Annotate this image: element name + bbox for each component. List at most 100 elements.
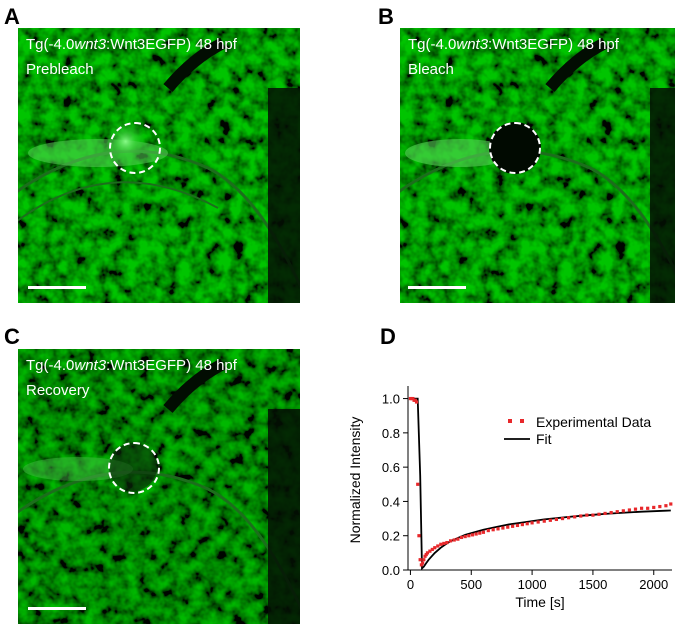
y-tick-label: 0.0 xyxy=(382,563,400,578)
y-tick-label: 0.2 xyxy=(382,529,400,544)
x-tick-label: 2000 xyxy=(639,577,668,592)
x-tick-label: 0 xyxy=(407,577,414,592)
experimental-data-point xyxy=(566,516,571,520)
experimental-data-point xyxy=(536,520,540,524)
experimental-data-point xyxy=(621,509,625,513)
experimental-data-point xyxy=(481,530,486,534)
panel-a-caption: Tg(-4.0wnt3:Wnt3EGFP) 48 hpf xyxy=(26,36,237,53)
experimental-data-point xyxy=(609,510,613,515)
experimental-data-point xyxy=(591,513,595,517)
legend-marker-experimental xyxy=(520,419,524,423)
panel-c-caption: Tg(-4.0wnt3:Wnt3EGFP) 48 hpf xyxy=(26,357,237,374)
panel-c-state-label: Recovery xyxy=(26,382,90,399)
experimental-data-point xyxy=(425,551,430,555)
experimental-data-point xyxy=(525,522,529,526)
experimental-data-point xyxy=(560,516,565,521)
frap-recovery-chart: 0.0 0.2 0.4 0.6 0.8 1.0 0 500 1000 1500 2000 Time [… xyxy=(340,378,675,627)
experimental-data-point xyxy=(418,558,422,562)
experimental-data-point xyxy=(414,400,419,404)
panel-letter-b: B xyxy=(378,4,394,29)
experimental-data-point xyxy=(459,535,464,540)
experimental-data-point xyxy=(478,531,482,535)
experimental-data-point xyxy=(419,563,423,567)
panel-b-caption: Tg(-4.0wnt3:Wnt3EGFP) 48 hpf xyxy=(408,36,619,53)
panel-letter-d: D xyxy=(380,324,396,349)
experimental-data-point xyxy=(436,544,440,548)
bleach-roi-circle xyxy=(489,122,541,174)
experimental-data-point xyxy=(491,528,495,532)
y-axis-label: Normalized Intensity xyxy=(347,417,363,544)
experimental-data-point xyxy=(463,534,467,539)
x-tick-label: 1000 xyxy=(518,577,547,592)
experimental-data-point xyxy=(486,528,490,533)
legend-marker-experimental xyxy=(508,419,512,423)
bleach-roi-circle xyxy=(108,442,160,494)
experimental-data-point xyxy=(439,542,443,546)
y-tick-label: 0.4 xyxy=(382,494,400,509)
experimental-data-point xyxy=(515,523,520,528)
scale-bar xyxy=(28,607,86,610)
bleach-roi-circle xyxy=(109,122,161,174)
x-axis-label: Time [s] xyxy=(515,594,564,610)
scale-bar xyxy=(28,286,86,289)
x-tick-label: 1500 xyxy=(578,577,607,592)
experimental-data-point xyxy=(422,558,426,562)
experimental-data-point xyxy=(501,526,505,530)
experimental-data-point xyxy=(428,549,432,553)
y-tick-label: 0.6 xyxy=(382,460,400,475)
experimental-data-point xyxy=(433,546,437,550)
experimental-data-point xyxy=(506,525,510,529)
micrograph-bleach: Tg(-4.0wnt3:Wnt3EGFP) 48 hpf Bleach xyxy=(400,28,675,303)
experimental-data-point xyxy=(579,514,583,518)
experimental-data-point xyxy=(496,527,500,531)
experimental-data-point xyxy=(542,519,546,523)
experimental-data-point xyxy=(511,524,515,528)
y-tick-label: 1.0 xyxy=(382,392,400,407)
experimental-data-point xyxy=(417,534,421,538)
experimental-data-point xyxy=(627,508,632,512)
scale-bar xyxy=(408,286,466,289)
experimental-data-point xyxy=(520,522,524,527)
experimental-data-point xyxy=(633,507,638,511)
fluorescence-texture xyxy=(18,349,300,624)
legend-label-fit: Fit xyxy=(536,431,552,447)
panel-a-state-label: Prebleach xyxy=(26,61,94,78)
experimental-data-point xyxy=(573,515,577,519)
experimental-data-point xyxy=(548,518,552,522)
experimental-data-point xyxy=(585,513,589,517)
experimental-data-point xyxy=(456,537,460,541)
experimental-data-point xyxy=(430,547,434,552)
experimental-data-point xyxy=(445,540,449,545)
experimental-data-point xyxy=(424,552,428,557)
experimental-data-point xyxy=(603,511,607,516)
fit-series-line xyxy=(410,397,671,571)
micrograph-prebleach: Tg(-4.0wnt3:Wnt3EGFP) 48 hpf Prebleach xyxy=(18,28,300,303)
fluorescence-texture xyxy=(18,28,300,303)
experimental-data-point xyxy=(652,505,656,510)
experimental-data-point xyxy=(467,534,471,538)
panel-letter-c: C xyxy=(4,324,20,349)
experimental-data-point xyxy=(474,532,478,536)
experimental-data-point xyxy=(423,554,427,558)
experimental-data-point xyxy=(646,506,650,510)
experimental-data-point xyxy=(530,521,534,525)
experimental-data-point xyxy=(416,482,420,486)
experimental-data-point xyxy=(658,504,662,509)
legend-label-experimental: Experimental Data xyxy=(536,414,651,430)
experimental-data-point xyxy=(554,517,559,522)
experimental-data-point xyxy=(442,541,446,546)
x-tick-label: 500 xyxy=(460,577,482,592)
experimental-data-point xyxy=(448,539,453,543)
micrograph-recovery: Tg(-4.0wnt3:Wnt3EGFP) 48 hpf Recovery xyxy=(18,349,300,624)
experimental-data-point xyxy=(411,396,415,401)
y-tick-label: 0.8 xyxy=(382,426,400,441)
experimental-data-point xyxy=(664,504,668,508)
chart-svg: 0.0 0.2 0.4 0.6 0.8 1.0 0 500 1000 1500 2000 Time [… xyxy=(347,386,673,610)
experimental-data-point xyxy=(597,512,601,516)
experimental-data-point xyxy=(420,561,425,565)
panel-letter-a: A xyxy=(4,4,20,29)
experimental-data-point xyxy=(413,398,417,402)
experimental-data-point xyxy=(452,538,456,542)
experimental-data-point xyxy=(470,533,475,537)
experimental-data-point xyxy=(615,510,619,514)
